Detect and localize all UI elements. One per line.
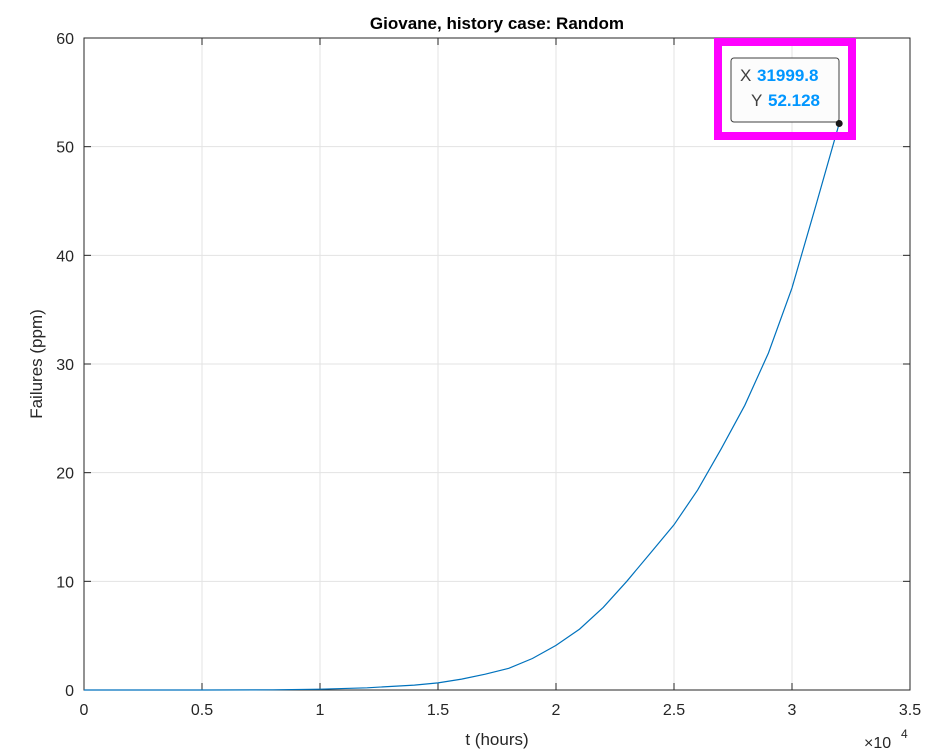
x-tick-label: 3.5 — [899, 702, 921, 719]
datatip-y-label: Y — [751, 91, 762, 110]
tick-labels: 0 0.5 1 1.5 2 2.5 3 3.5 0 10 20 30 40 50 60 — [56, 31, 921, 719]
y-tick-label: 60 — [56, 31, 74, 48]
x-exponent-power: 4 — [901, 727, 908, 741]
grid — [83, 37, 911, 691]
y-tick-label: 0 — [65, 683, 74, 700]
x-tick-label: 2.5 — [663, 702, 685, 719]
ticks — [83, 37, 911, 691]
series-line — [84, 123, 840, 691]
y-tick-label: 40 — [56, 248, 74, 265]
x-tick-label: 3 — [788, 702, 797, 719]
x-axis-label: t (hours) — [465, 730, 528, 749]
y-tick-label: 20 — [56, 466, 74, 483]
x-exponent: ×10 4 — [864, 727, 908, 752]
datatip-x-label: X — [740, 66, 751, 85]
x-tick-label: 0 — [80, 702, 89, 719]
x-tick-label: 1 — [316, 702, 325, 719]
datatip[interactable]: X 31999.8 Y 52.128 — [714, 38, 856, 140]
y-axis-label: Failures (ppm) — [27, 309, 46, 419]
datatip-x-value: 31999.8 — [757, 66, 818, 85]
datatip-y-value: 52.128 — [768, 91, 820, 110]
datatip-marker[interactable] — [835, 120, 843, 127]
x-exponent-base: ×10 — [864, 735, 891, 752]
x-tick-label: 1.5 — [427, 702, 449, 719]
datatip-box — [730, 57, 840, 123]
y-tick-label: 50 — [56, 140, 74, 157]
x-tick-label: 0.5 — [191, 702, 213, 719]
y-tick-label: 30 — [56, 357, 74, 374]
chart-title: Giovane, history case: Random — [370, 14, 624, 33]
y-tick-label: 10 — [56, 574, 74, 591]
x-tick-label: 2 — [552, 702, 561, 719]
datatip-highlight — [714, 38, 856, 140]
